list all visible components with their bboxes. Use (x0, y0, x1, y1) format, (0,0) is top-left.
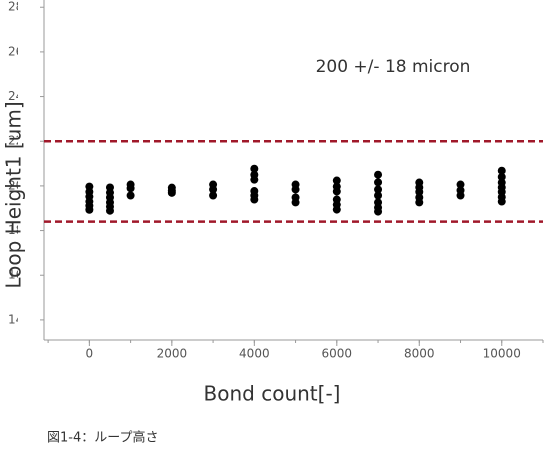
point (250, 175, 259, 184)
point (209, 191, 218, 200)
point (497, 166, 506, 175)
point (85, 205, 94, 214)
point (332, 187, 341, 196)
point (497, 197, 506, 206)
x-tick-label: 10000 (483, 347, 521, 361)
point (374, 207, 383, 216)
x-tick-label: 8000 (404, 347, 435, 361)
point (456, 180, 465, 189)
point (291, 185, 300, 194)
point (250, 164, 259, 173)
point (374, 170, 383, 179)
point (415, 198, 424, 207)
y-tick-label: 220 (8, 134, 31, 148)
x-tick-label: 2000 (157, 347, 188, 361)
y-tick-label: 280 (8, 0, 31, 14)
y-tick-label: 180 (8, 223, 31, 237)
point (332, 176, 341, 185)
y-tick-label: 240 (8, 89, 31, 103)
point (415, 187, 424, 196)
point (126, 191, 135, 200)
x-axis-label: Bond count[-] (204, 382, 341, 406)
point (374, 178, 383, 187)
point (126, 184, 135, 193)
y-tick-labels: 140 160 180 200 220 240 260 280 (8, 0, 31, 326)
y-tick-label: 260 (8, 44, 31, 58)
x-tick-label: 6000 (322, 347, 353, 361)
annotation: 200 +/- 18 micron (316, 57, 471, 77)
x-tick-label: 4000 (239, 347, 270, 361)
point (291, 198, 300, 207)
y-tick-label: 160 (8, 268, 31, 282)
y-tick-label: 140 (8, 312, 31, 326)
point (167, 188, 176, 197)
caption: 図1-4：ループ高さ (47, 430, 158, 446)
point (374, 185, 383, 194)
x-tick-label: 0 (86, 347, 94, 361)
point (497, 172, 506, 181)
point (250, 195, 259, 204)
point (374, 191, 383, 200)
y-tick-label: 200 (8, 178, 31, 192)
y-axis-label: Loop Height1 [um] (2, 101, 26, 288)
point (456, 191, 465, 200)
point (332, 205, 341, 214)
point (105, 206, 114, 215)
point (209, 185, 218, 194)
